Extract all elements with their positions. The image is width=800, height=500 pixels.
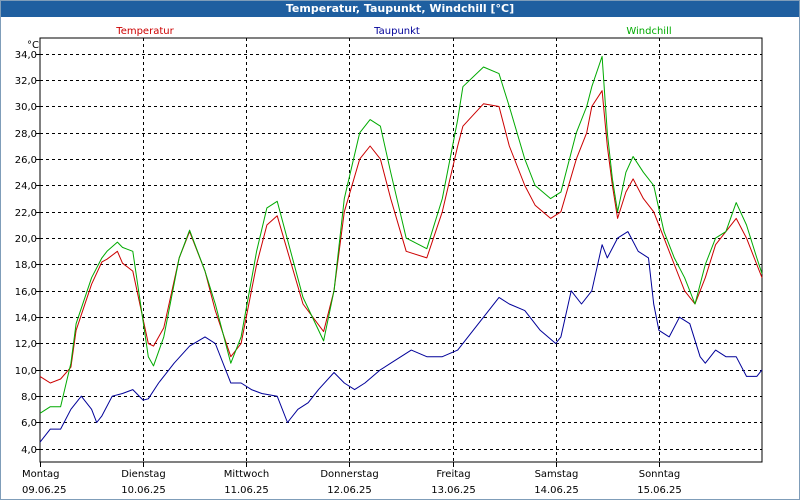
x-tick-label-date: 13.06.25 [431, 485, 476, 496]
y-tick-label: 8,0 [21, 392, 37, 403]
plot-frame [39, 37, 763, 463]
legend-entry-temperatur: Temperatur [115, 26, 174, 37]
legend-entry-taupunkt: Taupunkt [373, 26, 420, 37]
y-tick-label: 12,0 [15, 339, 37, 350]
y-tick-label: 22,0 [15, 208, 37, 219]
y-tick-label: 4,0 [21, 445, 37, 456]
y-tick-label: 10,0 [15, 366, 37, 377]
legend: Temperatur Taupunkt Windchill [115, 26, 671, 37]
x-tick-label-weekday: Samstag [535, 469, 579, 480]
x-tick-label-weekday: Sonntag [639, 469, 681, 480]
x-tick-label-date: 15.06.25 [637, 485, 682, 496]
series-line-temperatur [39, 90, 763, 384]
y-axis-label: °C [27, 40, 39, 51]
x-tick-label-date: 09.06.25 [22, 485, 67, 496]
y-tick-label: 20,0 [15, 234, 37, 245]
x-tick-label-date: 10.06.25 [121, 485, 166, 496]
y-tick-label: 6,0 [21, 418, 37, 429]
y-tick-label: 30,0 [15, 102, 37, 113]
grid [39, 37, 763, 463]
x-tick-label-date: 14.06.25 [534, 485, 579, 496]
axis-ticks: 4,0 6,0 8,0 10,0 12,0 14,0 16,0 18,0 20,0 22,0 24,… [15, 50, 682, 496]
x-tick-label-date: 12.06.25 [327, 485, 372, 496]
y-tick-label: 24,0 [15, 181, 37, 192]
x-tick-label-weekday: Donnerstag [320, 469, 378, 480]
series-line-windchill [39, 55, 763, 414]
x-tick-label-date: 11.06.25 [224, 485, 269, 496]
series-lines [39, 55, 763, 443]
x-tick-label-weekday: Dienstag [121, 469, 166, 480]
legend-entry-windchill: Windchill [626, 26, 671, 37]
y-tick-label: 18,0 [15, 260, 37, 271]
y-tick-label: 14,0 [15, 313, 37, 324]
series-line-taupunkt [39, 231, 763, 443]
x-tick-label-weekday: Freitag [436, 469, 470, 480]
y-tick-label: 28,0 [15, 129, 37, 140]
x-tick-label-weekday: Mittwoch [224, 469, 269, 480]
y-tick-label: 32,0 [15, 76, 37, 87]
y-tick-label: 16,0 [15, 287, 37, 298]
chart-title: Temperatur, Taupunkt, Windchill [°C] [1, 1, 799, 17]
y-tick-label: 34,0 [15, 50, 37, 61]
x-tick-label-weekday: Montag [22, 469, 59, 480]
y-tick-label: 26,0 [15, 155, 37, 166]
